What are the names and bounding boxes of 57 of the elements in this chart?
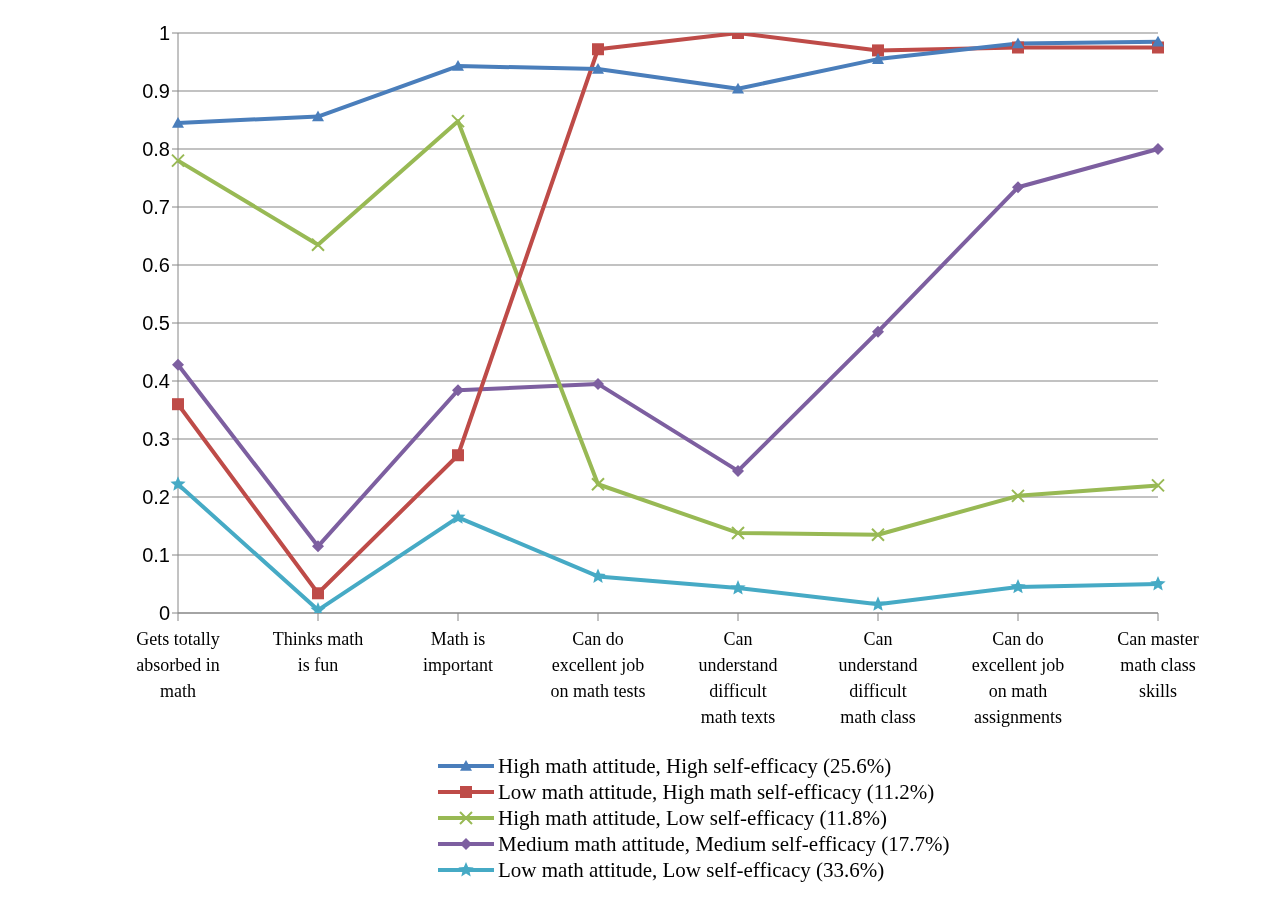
x-tick-label: Can understand difficult math texts [698,629,778,727]
point [172,358,184,371]
point [1012,181,1024,194]
y-tick-label: 0 [158,602,170,625]
point [1151,478,1165,493]
point [872,53,884,64]
point [1152,143,1164,155]
legend-label: Low math attitude, Low self-efficacy (33.6%) [498,857,885,883]
point [452,449,464,462]
y-tick-label: 1 [158,22,170,45]
point [592,62,604,74]
legend-label: Medium math attitude, Medium self-efficacy (17.7%) [498,831,950,857]
x-tick-label: Can do excellent job on math assignments [971,629,1065,727]
y-tick-label: 0.7 [142,196,170,219]
point [730,580,746,595]
y-tick-label: 0.6 [142,254,170,277]
point [732,464,744,477]
x-tick-label: Can understand difficult math class [838,629,918,727]
point [312,110,324,122]
point [592,377,604,390]
point [1150,576,1166,591]
legend-label: High math attitude, High self-efficacy (25.6%) [498,753,892,779]
point [731,525,745,540]
point [591,477,605,492]
point [872,325,884,338]
point [450,509,466,524]
point [452,60,464,71]
point [311,237,325,252]
point [1011,488,1025,503]
y-tick-label: 0.5 [142,312,170,335]
point [172,116,184,128]
legend-label: High math attitude, Low self-efficacy (11.8%) [498,805,887,831]
point [1010,578,1026,594]
point [1152,35,1164,47]
point [172,398,184,411]
point [1012,37,1024,49]
point [592,43,604,56]
y-tick-label: 0.8 [142,138,170,161]
x-tick-label: Thinks math is fun [272,629,364,675]
point [170,476,186,491]
x-tick-label: Gets totally absorbed in math [136,629,220,701]
point [312,540,324,553]
y-tick-label: 0.3 [142,428,170,451]
point [171,153,185,168]
point [451,114,465,129]
point [870,596,886,611]
point [312,587,324,600]
x-tick-label: Can do excellent job on math tests [550,629,646,701]
point [871,527,885,542]
legend-label: Low math attitude, High math self-efficacy (11.2%) [498,779,935,805]
x-tick-label: Can master math class skills [1117,629,1199,701]
point [872,44,884,57]
y-tick-label: 0.1 [142,544,170,567]
x-tick-label: Math is important [423,629,493,675]
y-tick-label: 0.4 [142,370,170,393]
y-tick-label: 0.9 [142,80,170,103]
y-tick-label: 0.2 [142,486,170,509]
